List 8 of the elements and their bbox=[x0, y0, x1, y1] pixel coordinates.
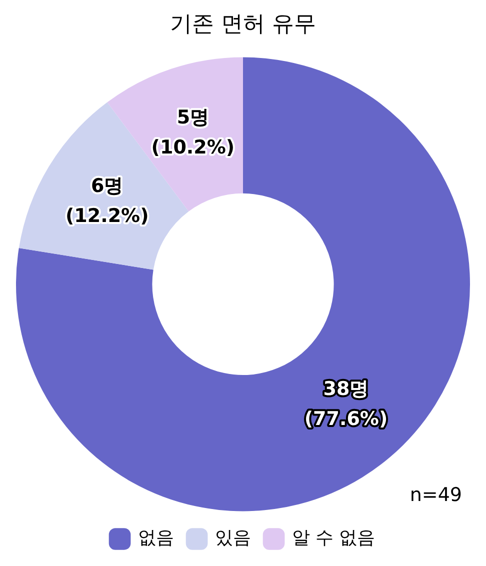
data-label: 6명 (12.2%) bbox=[65, 174, 149, 227]
legend-label: 있음 bbox=[214, 528, 251, 549]
data-label: 38명 (77.6%) bbox=[304, 378, 388, 430]
data-label: 5명 (10.2%) bbox=[151, 106, 235, 158]
text: n=49 bbox=[410, 484, 462, 506]
legend-label: 알 수 없음 bbox=[292, 528, 376, 549]
legend-label: 없음 bbox=[138, 528, 174, 549]
chart-title: 기존 면허 유무 bbox=[170, 12, 316, 37]
